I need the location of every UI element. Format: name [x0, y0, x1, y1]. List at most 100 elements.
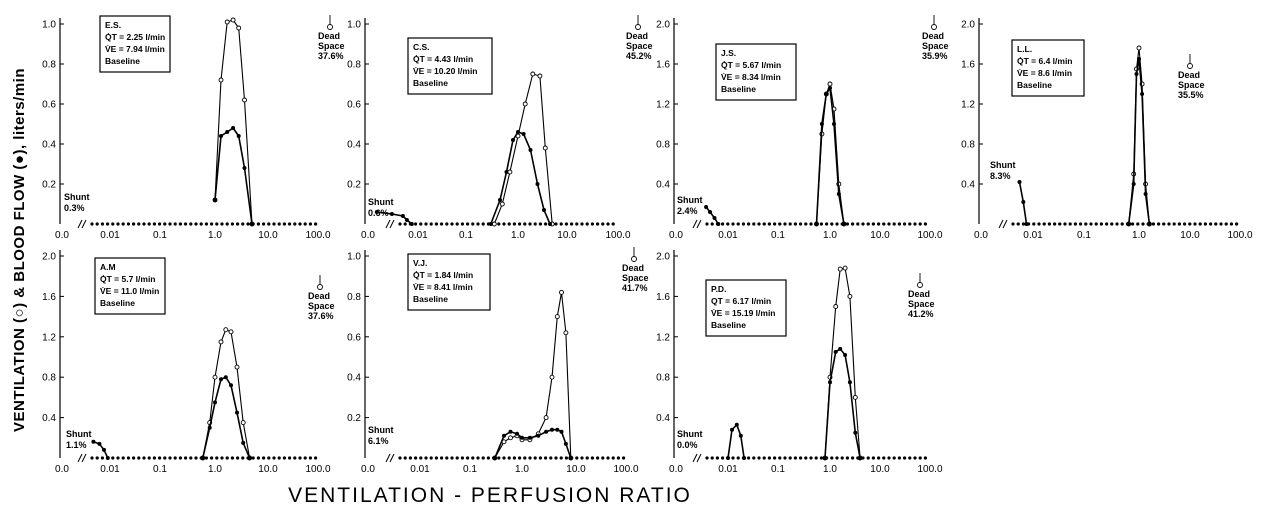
baseline-point	[731, 222, 735, 226]
baseline-point	[210, 222, 214, 226]
baseline-point	[512, 222, 517, 226]
baseline-point	[225, 222, 229, 226]
subject-info-line: E.S.	[105, 20, 121, 30]
ventilation-point	[537, 73, 543, 79]
dead-space-label: Dead	[908, 289, 930, 299]
subject-info-line: Q̇T = 2.25 l/min	[105, 32, 165, 42]
baseline-point	[1084, 222, 1088, 226]
baseline-point	[1162, 222, 1166, 226]
ventilation-point	[563, 330, 569, 336]
baseline-point	[705, 222, 709, 226]
baseline-point	[575, 222, 579, 226]
dead-space-marker	[631, 256, 637, 262]
baseline-point	[570, 222, 574, 226]
baseline-point	[1079, 222, 1083, 226]
blood-flow-point	[841, 222, 846, 226]
subject-info-line: Q̇T = 6.4 l/min	[1017, 56, 1073, 66]
baseline-point	[204, 222, 208, 226]
blood-flow-point	[409, 222, 414, 226]
baseline-point	[163, 222, 167, 226]
x-tick-label: 0.01	[100, 230, 120, 241]
baseline-point	[923, 222, 928, 226]
blood-flow-point	[726, 456, 730, 460]
blood-flow-point	[247, 456, 252, 460]
baseline-point	[913, 456, 917, 460]
blood-flow-point	[814, 222, 819, 226]
baseline-point	[580, 456, 584, 460]
baseline-point	[1131, 222, 1135, 226]
x-tick-label: 0.0	[55, 464, 69, 475]
ventilation-point	[549, 374, 555, 380]
baseline-point	[585, 222, 589, 226]
y-axis-title: VENTILATION (○) & BLOOD FLOW (●), liters…	[11, 68, 28, 432]
baseline-point	[236, 456, 240, 460]
x-tick-label: 0.01	[718, 464, 738, 475]
blood-flow-point	[838, 346, 843, 351]
baseline-point	[1115, 222, 1119, 226]
baseline-point	[793, 456, 798, 460]
baseline-point	[1089, 222, 1093, 226]
ventilation-point	[230, 17, 236, 23]
baseline-point	[398, 456, 402, 460]
baseline-point	[1172, 222, 1176, 226]
baseline-point	[314, 222, 318, 226]
baseline-point	[533, 222, 537, 226]
panels: 0.20.40.60.81.00.0 0.01 0.1 1.0 10.0 100.0E.S…	[42, 15, 1253, 475]
y-tick-label: 2.0	[961, 20, 975, 31]
baseline-point	[398, 222, 402, 226]
baseline-point	[887, 456, 891, 460]
baseline-point	[303, 222, 307, 226]
baseline-point	[158, 456, 162, 460]
baseline-point	[450, 222, 454, 226]
subject-info-line: Baseline	[413, 294, 448, 304]
chart-panel-pd: 0.4 0.8 1.2 1.6 2.0 0.0 0.01 0.1 1.0 10.0 100.0 P.D…	[656, 250, 943, 475]
y-tick-label: 1.2	[656, 332, 670, 343]
baseline-point	[866, 222, 870, 226]
baseline-point	[747, 456, 751, 460]
subject-info-line: V̇E = 15.19 l/min	[711, 308, 776, 318]
blood-flow-point	[1017, 180, 1022, 184]
baseline-point	[403, 222, 407, 226]
baseline-point	[1198, 222, 1202, 226]
x-tick-label: 100.0	[1227, 230, 1252, 241]
x-tick-label: 0.1	[153, 464, 167, 475]
baseline-point	[736, 222, 740, 226]
baseline-point	[481, 456, 485, 460]
baseline-point	[622, 456, 626, 460]
subject-info-line: V̇E = 8.41 l/min	[413, 282, 473, 292]
blood-flow-point	[105, 456, 110, 460]
baseline-point	[877, 456, 881, 460]
x-tick-label: 10.0	[258, 230, 278, 241]
baseline-point	[225, 456, 229, 460]
baseline-point	[1032, 222, 1036, 226]
y-tick-label: 1.0	[42, 20, 56, 31]
blood-flow-point	[231, 126, 236, 130]
subject-info-box	[94, 257, 166, 315]
x-tick-label: 10.0	[258, 464, 278, 475]
x-tick-label: 100.0	[305, 230, 330, 241]
baseline-point	[178, 222, 182, 226]
blood-flow-point	[527, 435, 532, 440]
baseline-point	[272, 222, 276, 226]
blood-flow-point	[742, 456, 747, 460]
blood-flow-point	[563, 441, 568, 446]
x-tick-label: 0.0	[361, 464, 375, 475]
baseline-point	[710, 222, 714, 226]
y-tick-label: 0.8	[347, 292, 361, 303]
baseline-point	[1235, 222, 1239, 226]
baseline-point	[825, 222, 829, 226]
baseline-point	[892, 222, 896, 226]
baseline-point	[809, 222, 813, 226]
dead-space-label: Space	[922, 41, 949, 51]
baseline-point	[601, 222, 605, 226]
subject-info-box	[715, 43, 797, 101]
baseline-point	[892, 456, 896, 460]
baseline-point	[450, 456, 454, 460]
baseline-point	[1136, 222, 1140, 226]
ventilation-point	[242, 97, 247, 103]
blood-flow-point	[568, 456, 573, 460]
baseline-point	[762, 456, 766, 460]
subject-info-line: V̇E = 11.0 l/min	[100, 286, 159, 296]
baseline-point	[788, 456, 792, 460]
blood-flow-series-line-1	[494, 428, 572, 459]
